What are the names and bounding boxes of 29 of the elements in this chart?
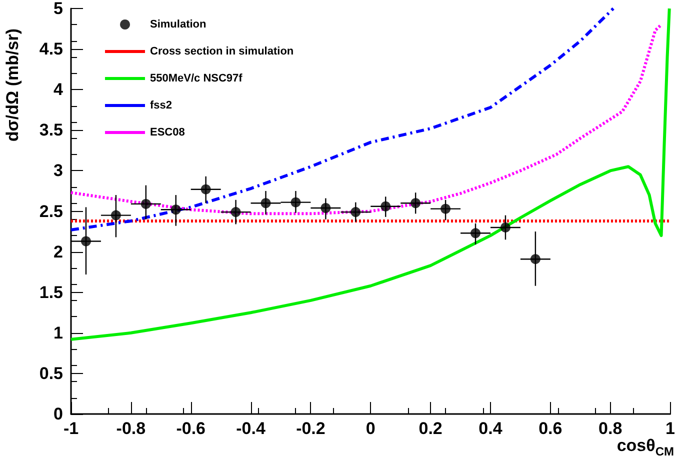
legend-label: fss2 <box>150 100 172 112</box>
x-tick-label: -0.8 <box>116 419 146 438</box>
y-tick-label: 0 <box>54 404 63 424</box>
x-tick-label: 0 <box>366 419 376 438</box>
x-axis-title: cosθ$_{CM}$ <box>616 436 674 458</box>
y-tick-label: 5 <box>54 0 63 18</box>
x-tick-label: -1 <box>63 419 79 438</box>
legend-label: Cross section in simulation <box>150 46 294 58</box>
x-tick-label: 0.2 <box>418 419 442 438</box>
y-tick-label: 3.5 <box>39 120 63 140</box>
legend-label: Simulation <box>150 18 207 30</box>
x-tick-label: 0.4 <box>478 419 503 438</box>
y-tick-label: 2.5 <box>39 202 63 221</box>
x-tick-label: 0.8 <box>598 419 622 438</box>
legend-label: 550MeV/c NSC97f <box>150 72 243 84</box>
x-tick-label: 1 <box>666 419 676 438</box>
legend-label: ESC08 <box>150 126 185 138</box>
y-tick-label: 2 <box>54 242 63 262</box>
y-tick-label: 3 <box>54 161 63 180</box>
y-tick-label: 0.5 <box>39 364 63 383</box>
x-tick-label: -0.2 <box>296 419 326 438</box>
y-tick-label: 4.5 <box>39 40 63 59</box>
x-tick-label: -0.6 <box>176 419 206 438</box>
x-tick-label: 0.6 <box>538 419 562 438</box>
x-tick-label: -0.4 <box>236 419 266 438</box>
y-tick-label: 4 <box>54 80 64 100</box>
y-tick-label: 1 <box>54 323 63 342</box>
y-tick-label: 1.5 <box>39 282 63 302</box>
y-axis-title: dσ/dΩ (mb/sr) <box>3 28 22 142</box>
